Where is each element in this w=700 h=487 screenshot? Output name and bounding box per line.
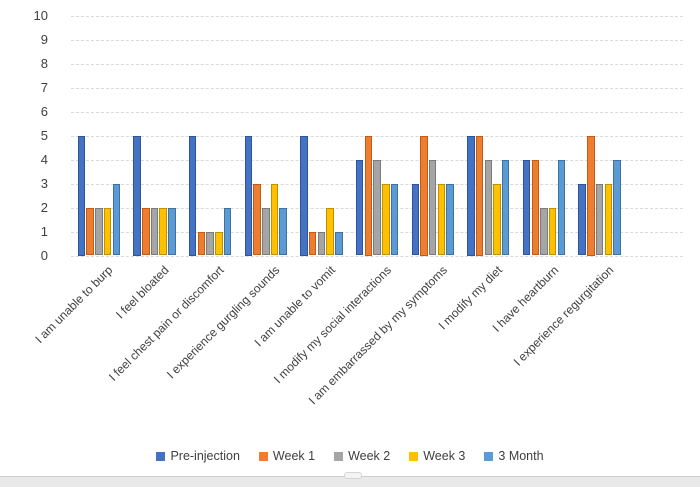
bar-week-3-6 bbox=[437, 183, 446, 256]
y-tick-label: 1 bbox=[40, 223, 48, 239]
bar-week-3-5 bbox=[382, 183, 390, 256]
bar-3-month-7 bbox=[501, 159, 510, 256]
legend-label: Week 1 bbox=[272, 449, 316, 463]
y-tick-label: 10 bbox=[33, 8, 48, 23]
y-gridline bbox=[71, 87, 683, 89]
bar-3-month-3 bbox=[279, 207, 287, 256]
legend-label: Week 3 bbox=[423, 449, 466, 463]
bar-3-month-4 bbox=[335, 231, 343, 256]
y-gridline bbox=[71, 16, 683, 17]
y-tick-label: 7 bbox=[40, 79, 48, 95]
bar-pre-injection-1 bbox=[133, 135, 141, 256]
bar-week-2-0 bbox=[95, 207, 103, 256]
bar-pre-injection-5 bbox=[355, 159, 364, 256]
y-tick-label: 0 bbox=[40, 247, 48, 263]
bar-week-3-3 bbox=[270, 183, 279, 256]
bar-pre-injection-4 bbox=[300, 135, 308, 256]
bar-week-3-9 bbox=[604, 183, 612, 256]
bar-pre-injection-8 bbox=[522, 159, 531, 256]
bar-week-1-7 bbox=[475, 135, 484, 256]
bar-week-2-5 bbox=[373, 159, 381, 256]
y-tick-label: 4 bbox=[40, 151, 48, 167]
bar-week-3-7 bbox=[493, 183, 501, 256]
bar-week-1-9 bbox=[587, 135, 595, 256]
legend-item-pre-injection: Pre-injection bbox=[156, 449, 240, 463]
bar-pre-injection-3 bbox=[244, 135, 253, 256]
legend-swatch-week-2 bbox=[334, 451, 344, 461]
bar-week-2-8 bbox=[540, 207, 548, 256]
bar-week-2-4 bbox=[317, 231, 326, 256]
bar-pre-injection-6 bbox=[411, 183, 419, 256]
bar-week-2-3 bbox=[262, 207, 270, 256]
bar-3-month-5 bbox=[390, 183, 399, 256]
bar-week-1-5 bbox=[364, 135, 373, 256]
legend-label: Week 2 bbox=[348, 449, 391, 463]
bar-pre-injection-9 bbox=[578, 183, 586, 256]
y-gridline bbox=[71, 40, 683, 41]
y-tick-label: 9 bbox=[40, 32, 48, 47]
bar-week-1-0 bbox=[86, 207, 94, 256]
bar-week-3-1 bbox=[159, 207, 167, 256]
bar-3-month-2 bbox=[223, 207, 232, 256]
bar-3-month-1 bbox=[168, 207, 176, 256]
x-category-label: I feel chest pain or discomfort bbox=[106, 263, 228, 384]
legend-item-week-3: Week 3 bbox=[409, 449, 465, 463]
bar-week-1-1 bbox=[142, 207, 150, 256]
bar-pre-injection-2 bbox=[188, 135, 197, 256]
x-category-label: I modify my social interactions bbox=[270, 263, 394, 387]
bar-3-month-6 bbox=[446, 183, 454, 256]
y-tick-label: 3 bbox=[40, 175, 48, 191]
legend-swatch-pre-injection bbox=[156, 451, 166, 461]
bar-week-3-8 bbox=[548, 207, 557, 256]
legend-item-week-1: Week 1 bbox=[258, 449, 316, 463]
bar-week-1-6 bbox=[420, 135, 428, 256]
bar-3-month-0 bbox=[112, 183, 120, 256]
bar-week-1-2 bbox=[197, 231, 206, 256]
bar-week-3-2 bbox=[215, 231, 223, 256]
y-gridline bbox=[71, 63, 683, 65]
bar-3-month-9 bbox=[613, 159, 621, 256]
bar-pre-injection-7 bbox=[467, 135, 475, 256]
legend-item-3-month: 3 Month bbox=[484, 449, 544, 463]
y-tick-label: 5 bbox=[40, 127, 48, 143]
legend-item-week-2: Week 2 bbox=[334, 449, 390, 463]
bar-week-3-4 bbox=[326, 207, 334, 256]
legend-label: 3 Month bbox=[498, 449, 544, 463]
bar-week-2-7 bbox=[484, 159, 492, 256]
x-category-label: I experience gurgling sounds bbox=[164, 263, 283, 382]
x-category-label: I experience regurgitation bbox=[510, 263, 617, 369]
bar-week-1-3 bbox=[253, 183, 261, 256]
y-gridline bbox=[71, 255, 683, 257]
x-category-label: I am unable to burp bbox=[32, 263, 116, 347]
bar-week-2-9 bbox=[595, 183, 604, 256]
bar-week-2-6 bbox=[428, 159, 437, 256]
x-category-label: I feel bloated bbox=[112, 263, 172, 322]
y-gridline bbox=[71, 135, 683, 137]
bar-week-2-2 bbox=[206, 231, 214, 256]
legend: Pre-injection Week 1 Week 2 Week 3 3 Month bbox=[0, 449, 700, 463]
bar-week-1-8 bbox=[531, 159, 539, 256]
bar-week-2-1 bbox=[150, 207, 159, 256]
page-edge-notch bbox=[344, 472, 362, 479]
y-tick-label: 6 bbox=[40, 103, 48, 119]
legend-swatch-3-month bbox=[484, 451, 494, 461]
y-gridline bbox=[71, 111, 683, 113]
legend-label: Pre-injection bbox=[170, 449, 240, 463]
bar-pre-injection-0 bbox=[77, 135, 86, 256]
y-tick-label: 8 bbox=[40, 55, 48, 71]
bar-week-1-4 bbox=[308, 231, 317, 256]
legend-swatch-week-1 bbox=[258, 451, 268, 461]
legend-swatch-week-3 bbox=[409, 451, 419, 461]
bar-3-month-8 bbox=[557, 159, 566, 256]
y-tick-label: 2 bbox=[40, 199, 48, 215]
bar-week-3-0 bbox=[103, 207, 112, 256]
